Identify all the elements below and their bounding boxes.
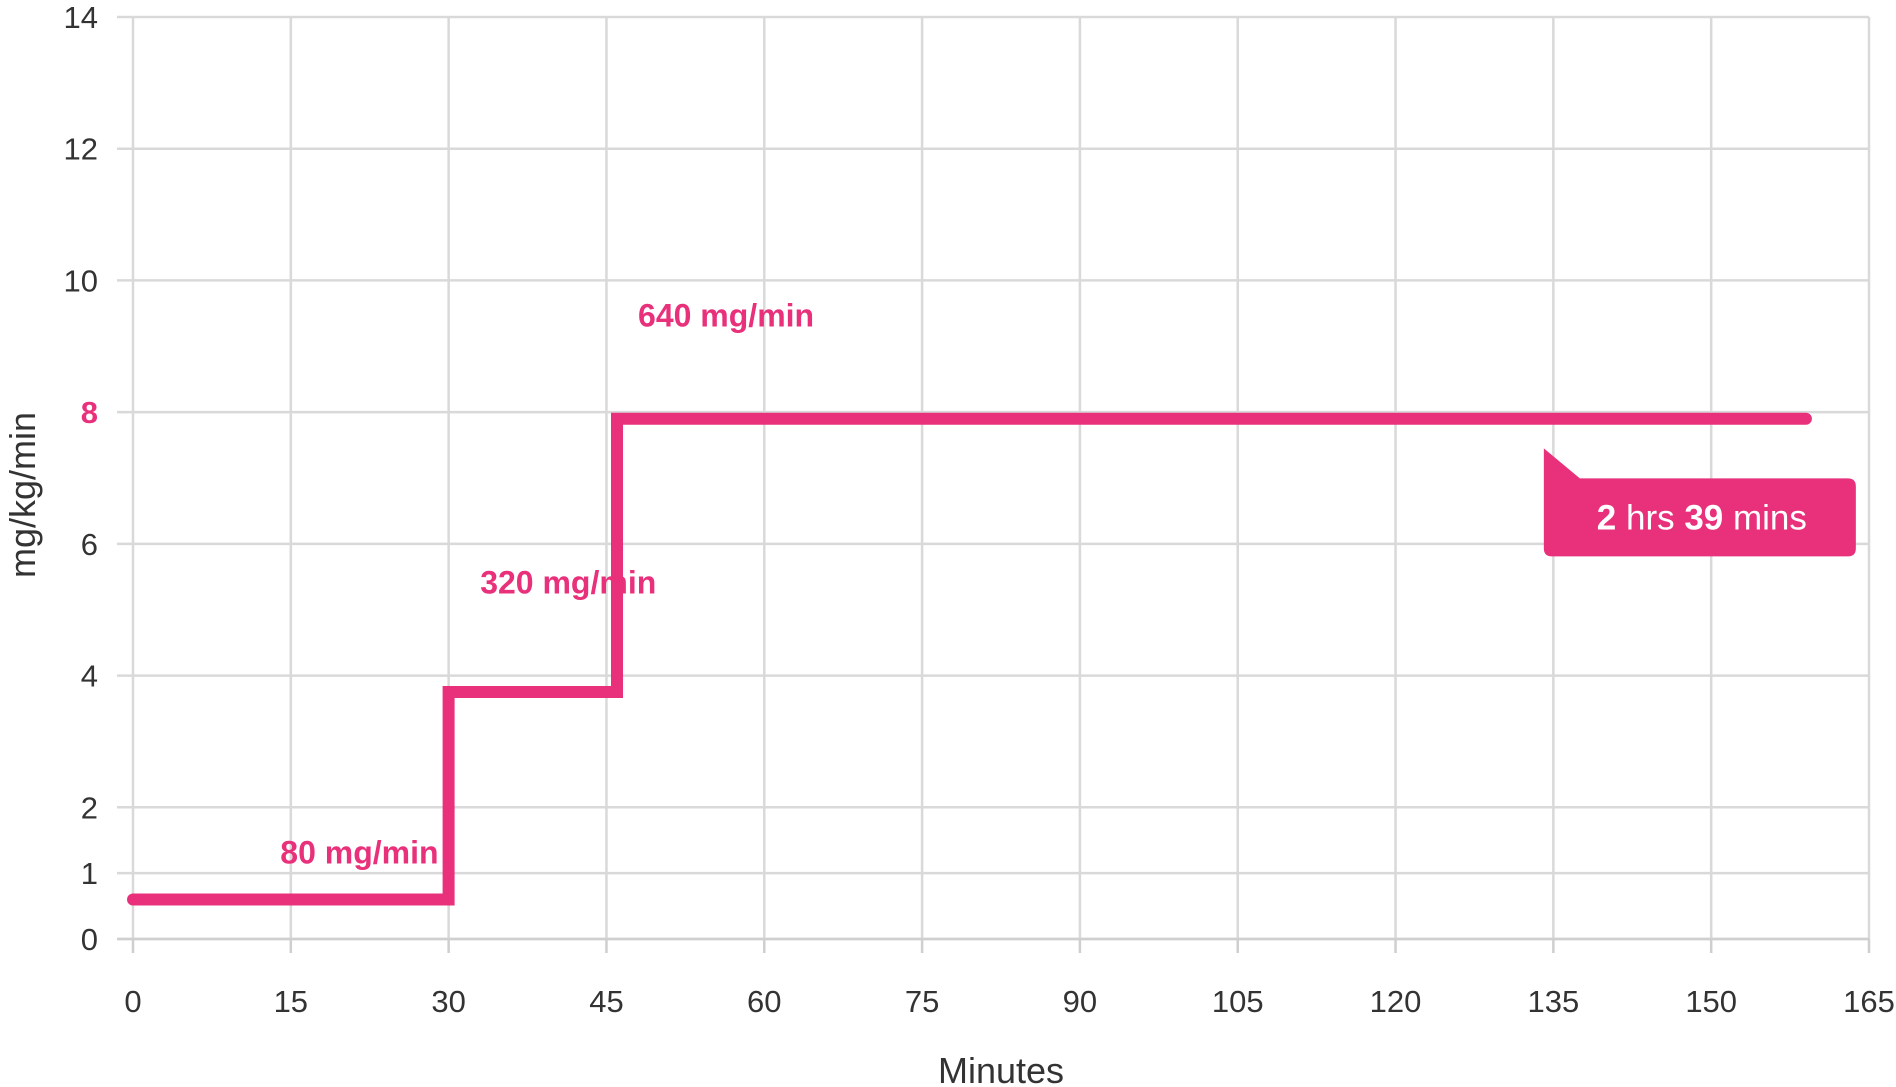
callout-bubble (1543, 448, 1856, 557)
y-tick-label: 12 (64, 132, 98, 167)
y-tick-label: 8 (81, 395, 98, 430)
x-tick-label: 30 (431, 984, 465, 1019)
callout-text: 2 hrs 39 mins (1597, 498, 1807, 537)
step-line (127, 412, 1812, 906)
x-tick-label: 15 (274, 984, 308, 1019)
y-tick-label: 0 (81, 922, 98, 957)
callout-part: mins (1723, 498, 1807, 537)
axes (117, 937, 1871, 953)
callout-part: 39 (1684, 498, 1723, 537)
y-axis-title: mg/kg/min (2, 412, 43, 578)
y-tick-label: 1 (81, 856, 98, 891)
annotations: 80 mg/min 320 mg/min 640 mg/min (280, 298, 814, 871)
x-tick-label: 135 (1527, 984, 1579, 1019)
callout-part: hrs (1616, 498, 1684, 537)
y-tick-label: 14 (64, 0, 98, 35)
x-tick-label: 75 (905, 984, 939, 1019)
y-tick-label: 6 (81, 527, 98, 562)
x-tick-label: 45 (589, 984, 623, 1019)
grid (117, 15, 1871, 941)
step-rate-label: 320 mg/min (480, 564, 656, 600)
y-tick-label: 10 (64, 263, 98, 298)
y-tick-label: 2 (81, 790, 98, 825)
x-tick-label: 0 (124, 984, 141, 1019)
x-tick-label: 60 (747, 984, 781, 1019)
y-tick-label: 4 (81, 659, 98, 694)
x-tick-label: 165 (1843, 984, 1895, 1019)
step-rate-label: 80 mg/min (280, 834, 438, 870)
x-tick-label: 150 (1685, 984, 1737, 1019)
step-rate-label: 640 mg/min (638, 298, 814, 334)
callout-part: 2 (1597, 498, 1616, 537)
x-axis-title: Minutes (938, 1050, 1064, 1087)
x-tick-label: 105 (1212, 984, 1264, 1019)
x-tick-label: 120 (1370, 984, 1422, 1019)
series-layer (127, 412, 1812, 906)
x-tick-label: 90 (1063, 984, 1097, 1019)
duration-callout: 2 hrs 39 mins (1543, 448, 1856, 557)
